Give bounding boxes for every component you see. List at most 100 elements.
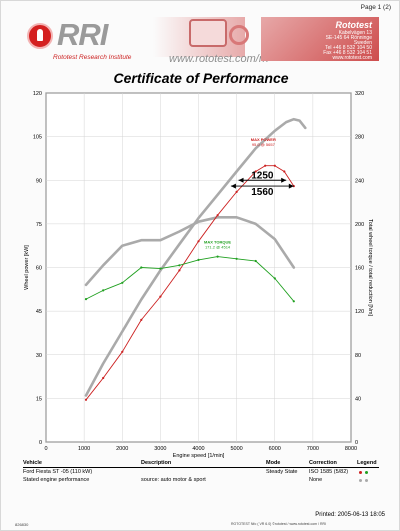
correction-cell: None bbox=[309, 477, 323, 483]
document-id: 826830 bbox=[15, 522, 29, 527]
y-tick-label: 0 bbox=[39, 440, 42, 446]
measured-power-point bbox=[178, 269, 181, 272]
measured-power-point bbox=[283, 170, 286, 173]
vehicle-cell: Stated engine performance bbox=[23, 477, 90, 483]
measured-torque-point bbox=[273, 277, 276, 280]
x-tick-label: 6000 bbox=[269, 446, 281, 452]
y-right-tick-label: 280 bbox=[355, 135, 364, 141]
x-tick-label: 4000 bbox=[192, 446, 204, 452]
measured-torque-point bbox=[140, 266, 143, 269]
measured-torque-point bbox=[292, 300, 295, 303]
software-credit: ROTOTEST Nfo ( VR 6.0) ©rototest / www.r… bbox=[231, 522, 327, 526]
y-tick-label: 120 bbox=[33, 91, 42, 97]
y-right-tick-label: 200 bbox=[355, 222, 364, 228]
page-number: Page 1 (2) bbox=[360, 4, 391, 11]
y-right-tick-label: 160 bbox=[355, 266, 364, 272]
measured-torque-point bbox=[102, 289, 105, 292]
description-cell: source: auto motor & sport bbox=[141, 477, 206, 483]
measured-torque-point bbox=[254, 259, 257, 263]
y-right-tick-label: 120 bbox=[355, 309, 364, 315]
y-right-tick-label: 0 bbox=[355, 440, 358, 446]
address-box: Rototest Kabelvägen 13 SE-145 64 Rönning… bbox=[261, 17, 379, 61]
legend-swatch-measured-power bbox=[359, 471, 362, 474]
measured-power-point bbox=[216, 214, 219, 217]
y-axis-label: Wheel power [kW] bbox=[24, 245, 30, 290]
x-tick-label: 8000 bbox=[345, 446, 357, 452]
page-title: Certificate of Performance bbox=[113, 70, 289, 86]
y-tick-label: 90 bbox=[36, 178, 42, 184]
rpm-span-arrow-right bbox=[288, 183, 294, 189]
measured-power-line bbox=[85, 165, 295, 401]
y-right-tick-label: 240 bbox=[355, 178, 364, 184]
reference-power-line bbox=[84, 117, 307, 397]
y-tick-label: 60 bbox=[36, 266, 42, 272]
performance-chart: 0 1000 2000 3000 4000 5000 6000 7000 80000153045… bbox=[24, 91, 373, 459]
x-tick-label: 1000 bbox=[78, 446, 90, 452]
x-tick-label: 0 bbox=[44, 446, 47, 452]
measured-power-point bbox=[235, 190, 238, 193]
rri-logo-text: RRI bbox=[57, 17, 108, 52]
legend-swatch-reference-torque bbox=[365, 479, 368, 482]
address-line: SE-145 64 Rönninge bbox=[325, 35, 372, 41]
y-tick-label: 15 bbox=[36, 396, 42, 402]
legend-header: Legend bbox=[357, 460, 377, 466]
rpm-span-arrow-right bbox=[281, 177, 287, 183]
correction-header: Correction bbox=[309, 460, 337, 466]
reference-torque-line bbox=[84, 216, 296, 287]
x-tick-label: 3000 bbox=[154, 446, 166, 452]
measured-torque-point bbox=[84, 298, 88, 301]
measured-power-point bbox=[84, 398, 88, 401]
address-line: www.rototest.com bbox=[332, 55, 372, 61]
company-name: Rototest bbox=[335, 20, 373, 30]
max-power-value: 95.0 @ 5657 bbox=[252, 142, 276, 147]
address-line: Tel +46 8 532 104 50 bbox=[325, 45, 372, 51]
max-torque-value: 171.2 @ 4514 bbox=[205, 244, 231, 249]
legend-swatch-reference-power bbox=[359, 479, 362, 482]
x-tick-label: 5000 bbox=[231, 446, 243, 452]
address-line: Fax +46 8 532 104 51 bbox=[323, 50, 372, 56]
mode-cell: Steady State bbox=[266, 469, 298, 475]
address-line: Kabelvägen 13 bbox=[338, 30, 372, 36]
legend-swatch-measured-torque bbox=[365, 471, 368, 474]
engine-illustration bbox=[189, 19, 227, 47]
measured-power-point bbox=[197, 240, 200, 243]
measured-power-point bbox=[159, 295, 162, 298]
y-right-tick-label: 320 bbox=[355, 91, 364, 97]
logo-subtitle: Rototest Research Institute bbox=[53, 54, 132, 61]
vehicle-cell: Ford Fiesta ST -05 (110 kW) bbox=[23, 469, 93, 475]
mode-header: Mode bbox=[266, 460, 281, 466]
rpm-span-arrow-left bbox=[230, 183, 236, 189]
address-line: Sweden bbox=[353, 40, 372, 46]
rototest-seal-logo bbox=[27, 23, 53, 49]
measured-torque-point bbox=[235, 257, 238, 260]
measured-torque-point bbox=[121, 281, 124, 284]
y-tick-label: 30 bbox=[36, 353, 42, 359]
y-right-tick-label: 40 bbox=[355, 396, 361, 402]
description-header: Description bbox=[141, 460, 172, 466]
measured-power-point bbox=[254, 170, 257, 173]
y-tick-label: 45 bbox=[36, 309, 42, 315]
max-power-label: MAX POWER bbox=[251, 137, 276, 142]
measured-power-point bbox=[273, 164, 276, 167]
max-torque-label: MAX TORQUE bbox=[204, 240, 231, 245]
vehicle-header: Vehicle bbox=[23, 460, 42, 466]
rpm-span-label: 1560 bbox=[251, 187, 274, 198]
measured-power-point bbox=[264, 164, 267, 167]
measured-power-point bbox=[140, 318, 143, 321]
x-tick-label: 2000 bbox=[116, 446, 128, 452]
measured-torque-point bbox=[197, 258, 200, 261]
measured-torque-point bbox=[178, 264, 181, 267]
gear-illustration bbox=[229, 25, 249, 45]
website-url: www.rototest.com/rri bbox=[169, 53, 269, 65]
measured-power-point bbox=[121, 350, 124, 353]
measured-torque-point bbox=[216, 255, 219, 258]
y-tick-label: 105 bbox=[33, 135, 42, 141]
y-right-tick-label: 80 bbox=[355, 353, 361, 359]
correction-cell: ISO 1585 (5/82) bbox=[309, 469, 349, 475]
measured-torque-point bbox=[159, 267, 162, 270]
y-tick-label: 75 bbox=[36, 222, 42, 228]
x-axis-label: Engine speed [1/min] bbox=[173, 453, 225, 459]
y-right-axis-label: Total wheel torque / total reduction [Nm… bbox=[367, 219, 373, 316]
rpm-span-label: 1250 bbox=[251, 170, 274, 181]
